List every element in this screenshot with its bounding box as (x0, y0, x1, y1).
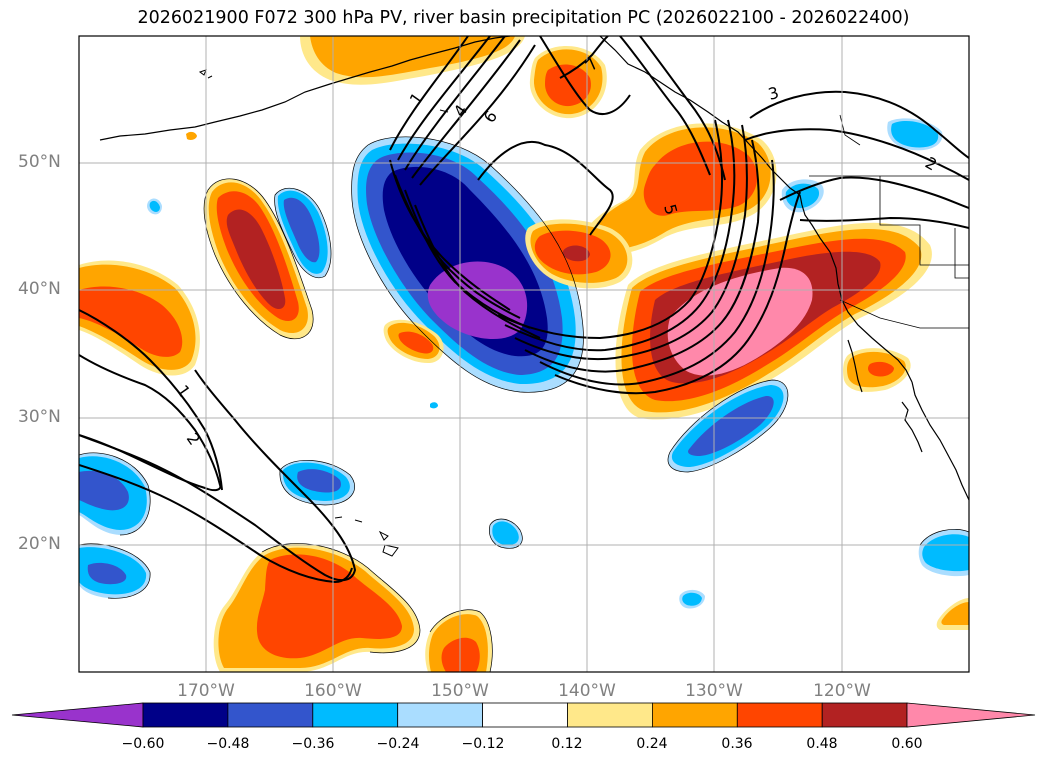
colorbar-segment (482, 702, 568, 728)
islands (198, 69, 449, 557)
negative-anomaly-subtropic (279, 460, 355, 505)
colorbar-tick: −0.48 (206, 736, 250, 752)
negative-anomaly-hawaii (489, 518, 523, 549)
contour-label: 1 (406, 89, 427, 108)
positive-anomaly-se-corner (936, 598, 969, 630)
colorbar-tick: 0.36 (721, 736, 753, 752)
negative-anomaly-small (147, 198, 705, 609)
colorbar-segment (142, 702, 229, 728)
colorbar-segment (736, 702, 823, 728)
negative-anomaly-west-pacific (274, 188, 332, 278)
lon-label-140w: 140°W (558, 681, 616, 701)
positive-anomaly-bc (582, 123, 777, 255)
lat-label-40n: 40°N (18, 279, 61, 299)
positive-anomaly-south (213, 543, 420, 672)
contour-label: 6 (480, 107, 501, 126)
positive-anomaly-alaska (300, 36, 525, 85)
colorbar-segment (906, 702, 1036, 728)
negative-anomaly-far-west (79, 452, 151, 535)
negative-anomaly-mexico (918, 529, 969, 577)
positive-anomaly-dot (186, 131, 197, 140)
contour-label: 3 (766, 83, 781, 104)
positive-anomaly-far-west (79, 260, 200, 376)
positive-anomaly-central (525, 219, 633, 289)
colorbar-tick: 0.24 (636, 736, 668, 752)
colorbar-segment (821, 702, 908, 728)
colorbar-tick: −0.12 (461, 736, 505, 752)
negative-anomaly-far-west-south (79, 543, 151, 599)
map-frame (78, 35, 970, 673)
colorbar-segment (312, 702, 399, 728)
lon-label-120w: 120°W (813, 681, 871, 701)
negative-anomaly-vancouver (781, 179, 824, 213)
lat-label-50n: 50°N (18, 152, 61, 172)
negative-anomaly-canada (887, 118, 943, 151)
lon-label-130w: 130°W (685, 681, 743, 701)
lon-label-150w: 150°W (431, 681, 489, 701)
map-field (79, 36, 969, 672)
negative-anomaly-mid-pacific (668, 380, 788, 472)
colorbar-tick: −0.60 (121, 736, 165, 752)
positive-anomaly-small-a (383, 319, 444, 364)
colorbar-tick: 0.48 (806, 736, 838, 752)
contour-label: 2 (183, 429, 204, 448)
lat-label-30n: 30°N (18, 407, 61, 427)
graticule (79, 36, 969, 672)
colorbar-tick: −0.24 (376, 736, 420, 752)
map-title: 2026021900 F072 300 hPa PV, river basin … (137, 8, 910, 28)
colorbar-tick: 0.12 (551, 736, 583, 752)
colorbar-tick: 0.60 (891, 736, 923, 752)
positive-anomaly-south-small (425, 609, 493, 672)
colorbar-segment (652, 702, 738, 728)
lon-label-170w: 170°W (177, 681, 235, 701)
positive-anomaly-west-pacific (204, 178, 314, 339)
colorbar-segment (227, 702, 314, 728)
colorbar-tick: −0.36 (291, 736, 335, 752)
lon-label-160w: 160°W (304, 681, 362, 701)
colorbar-segment (397, 702, 484, 728)
positive-anomaly-baja (843, 348, 911, 392)
coastlines (99, 36, 969, 501)
colorbar-segment (11, 702, 144, 728)
colorbar-segment (567, 702, 653, 728)
colorbar (11, 702, 1036, 728)
lat-label-20n: 20°N (18, 534, 61, 554)
pv-contours (79, 36, 969, 584)
contour-label: 5 (660, 202, 681, 217)
